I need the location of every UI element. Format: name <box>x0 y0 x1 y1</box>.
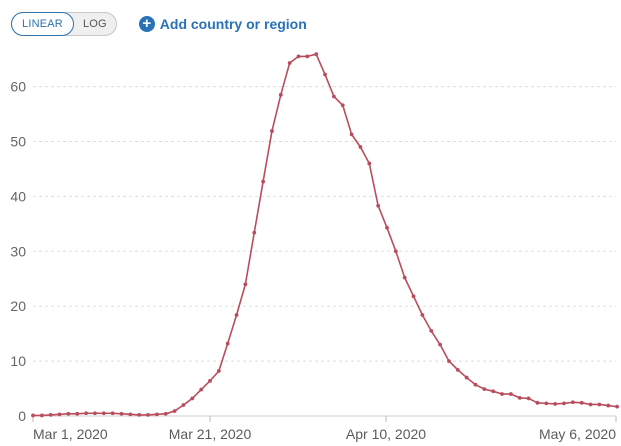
data-point[interactable] <box>181 403 186 407</box>
data-point[interactable] <box>287 61 292 65</box>
data-point[interactable] <box>491 389 496 394</box>
data-point[interactable] <box>155 412 159 417</box>
add-country-label: Add country or region <box>159 16 307 32</box>
data-point[interactable] <box>75 411 80 416</box>
data-point[interactable] <box>110 411 115 416</box>
data-point[interactable] <box>216 369 221 373</box>
data-point[interactable] <box>509 392 513 396</box>
log-scale-button[interactable]: LOG <box>82 18 107 30</box>
data-point[interactable] <box>119 411 124 416</box>
data-point[interactable] <box>526 396 531 401</box>
data-point[interactable] <box>615 404 619 409</box>
data-point[interactable] <box>93 411 97 416</box>
data-point[interactable] <box>588 402 593 407</box>
data-point[interactable] <box>411 294 416 299</box>
data-point[interactable] <box>482 387 487 391</box>
scale-toggle: LINEAR LOG <box>11 12 117 36</box>
data-point[interactable] <box>473 382 478 387</box>
data-point[interactable] <box>376 203 381 208</box>
data-point[interactable] <box>429 329 434 333</box>
data-point[interactable] <box>570 400 575 405</box>
data-point[interactable] <box>517 395 522 400</box>
data-point[interactable] <box>296 54 301 59</box>
data-point[interactable] <box>597 402 602 407</box>
data-point[interactable] <box>420 313 425 317</box>
data-point[interactable] <box>393 249 398 254</box>
data-point[interactable] <box>66 411 71 416</box>
gridlines <box>33 86 616 417</box>
data-point[interactable] <box>349 132 354 137</box>
data-point[interactable] <box>101 411 106 416</box>
data-point[interactable] <box>464 375 469 380</box>
data-point[interactable] <box>544 401 549 406</box>
x-tick-label: Mar 1, 2020 <box>33 426 108 442</box>
data-point[interactable] <box>500 392 504 396</box>
data-point[interactable] <box>314 52 319 57</box>
y-tick-label: 10 <box>10 353 26 369</box>
y-tick-label: 0 <box>18 408 26 424</box>
x-tick-label: May 6, 2020 <box>539 426 616 442</box>
data-point[interactable] <box>553 402 558 406</box>
data-point[interactable] <box>367 161 372 166</box>
data-point[interactable] <box>358 145 363 149</box>
data-point[interactable] <box>278 92 283 97</box>
y-tick-label: 30 <box>10 243 26 259</box>
series-line <box>33 53 618 417</box>
x-axis: Mar 1, 2020 Mar 21, 2020 Apr 10, 2020 May 6… <box>32 416 617 442</box>
data-point[interactable] <box>385 225 389 230</box>
data-point[interactable] <box>438 342 442 347</box>
y-tick-label: 20 <box>10 298 26 314</box>
data-point[interactable] <box>225 341 230 346</box>
chart-toolbar: LINEAR LOG + Add country or region <box>11 12 307 36</box>
data-point[interactable] <box>305 54 310 59</box>
data-point[interactable] <box>243 282 248 287</box>
plus-circle-icon: + <box>138 16 155 32</box>
data-point[interactable] <box>606 403 611 408</box>
data-point[interactable] <box>332 94 336 99</box>
y-tick-label: 50 <box>10 134 26 150</box>
data-point[interactable] <box>39 413 44 418</box>
data-point[interactable] <box>323 72 327 77</box>
data-point[interactable] <box>270 129 274 133</box>
data-point[interactable] <box>146 413 150 417</box>
data-point[interactable] <box>252 230 257 235</box>
y-tick-label: 60 <box>10 79 26 95</box>
data-point[interactable] <box>340 103 345 108</box>
data-point[interactable] <box>402 275 407 280</box>
data-point[interactable] <box>261 179 265 184</box>
data-point[interactable] <box>163 411 168 416</box>
linear-scale-button[interactable]: LINEAR <box>11 12 74 36</box>
data-point[interactable] <box>208 378 212 383</box>
data-point[interactable] <box>579 400 584 405</box>
data-point[interactable] <box>562 401 566 406</box>
series-plot <box>31 52 619 418</box>
add-country-button[interactable]: + Add country or region <box>138 16 307 32</box>
data-point[interactable] <box>199 387 204 392</box>
x-tick-label: Mar 21, 2020 <box>169 426 252 442</box>
y-tick-label: 40 <box>10 188 26 204</box>
data-point[interactable] <box>190 396 195 401</box>
data-point[interactable] <box>455 367 460 372</box>
data-point[interactable] <box>48 413 53 417</box>
data-point[interactable] <box>31 413 35 418</box>
data-point[interactable] <box>234 313 239 317</box>
data-point[interactable] <box>172 409 177 413</box>
data-point[interactable] <box>447 359 451 363</box>
data-point[interactable] <box>137 413 142 417</box>
data-point[interactable] <box>57 412 62 417</box>
x-tick-label: Apr 10, 2020 <box>346 426 426 442</box>
data-point[interactable] <box>535 400 540 405</box>
data-point[interactable] <box>84 411 88 416</box>
data-point[interactable] <box>128 412 133 417</box>
y-axis: 0 10 20 30 40 50 60 <box>10 79 26 424</box>
